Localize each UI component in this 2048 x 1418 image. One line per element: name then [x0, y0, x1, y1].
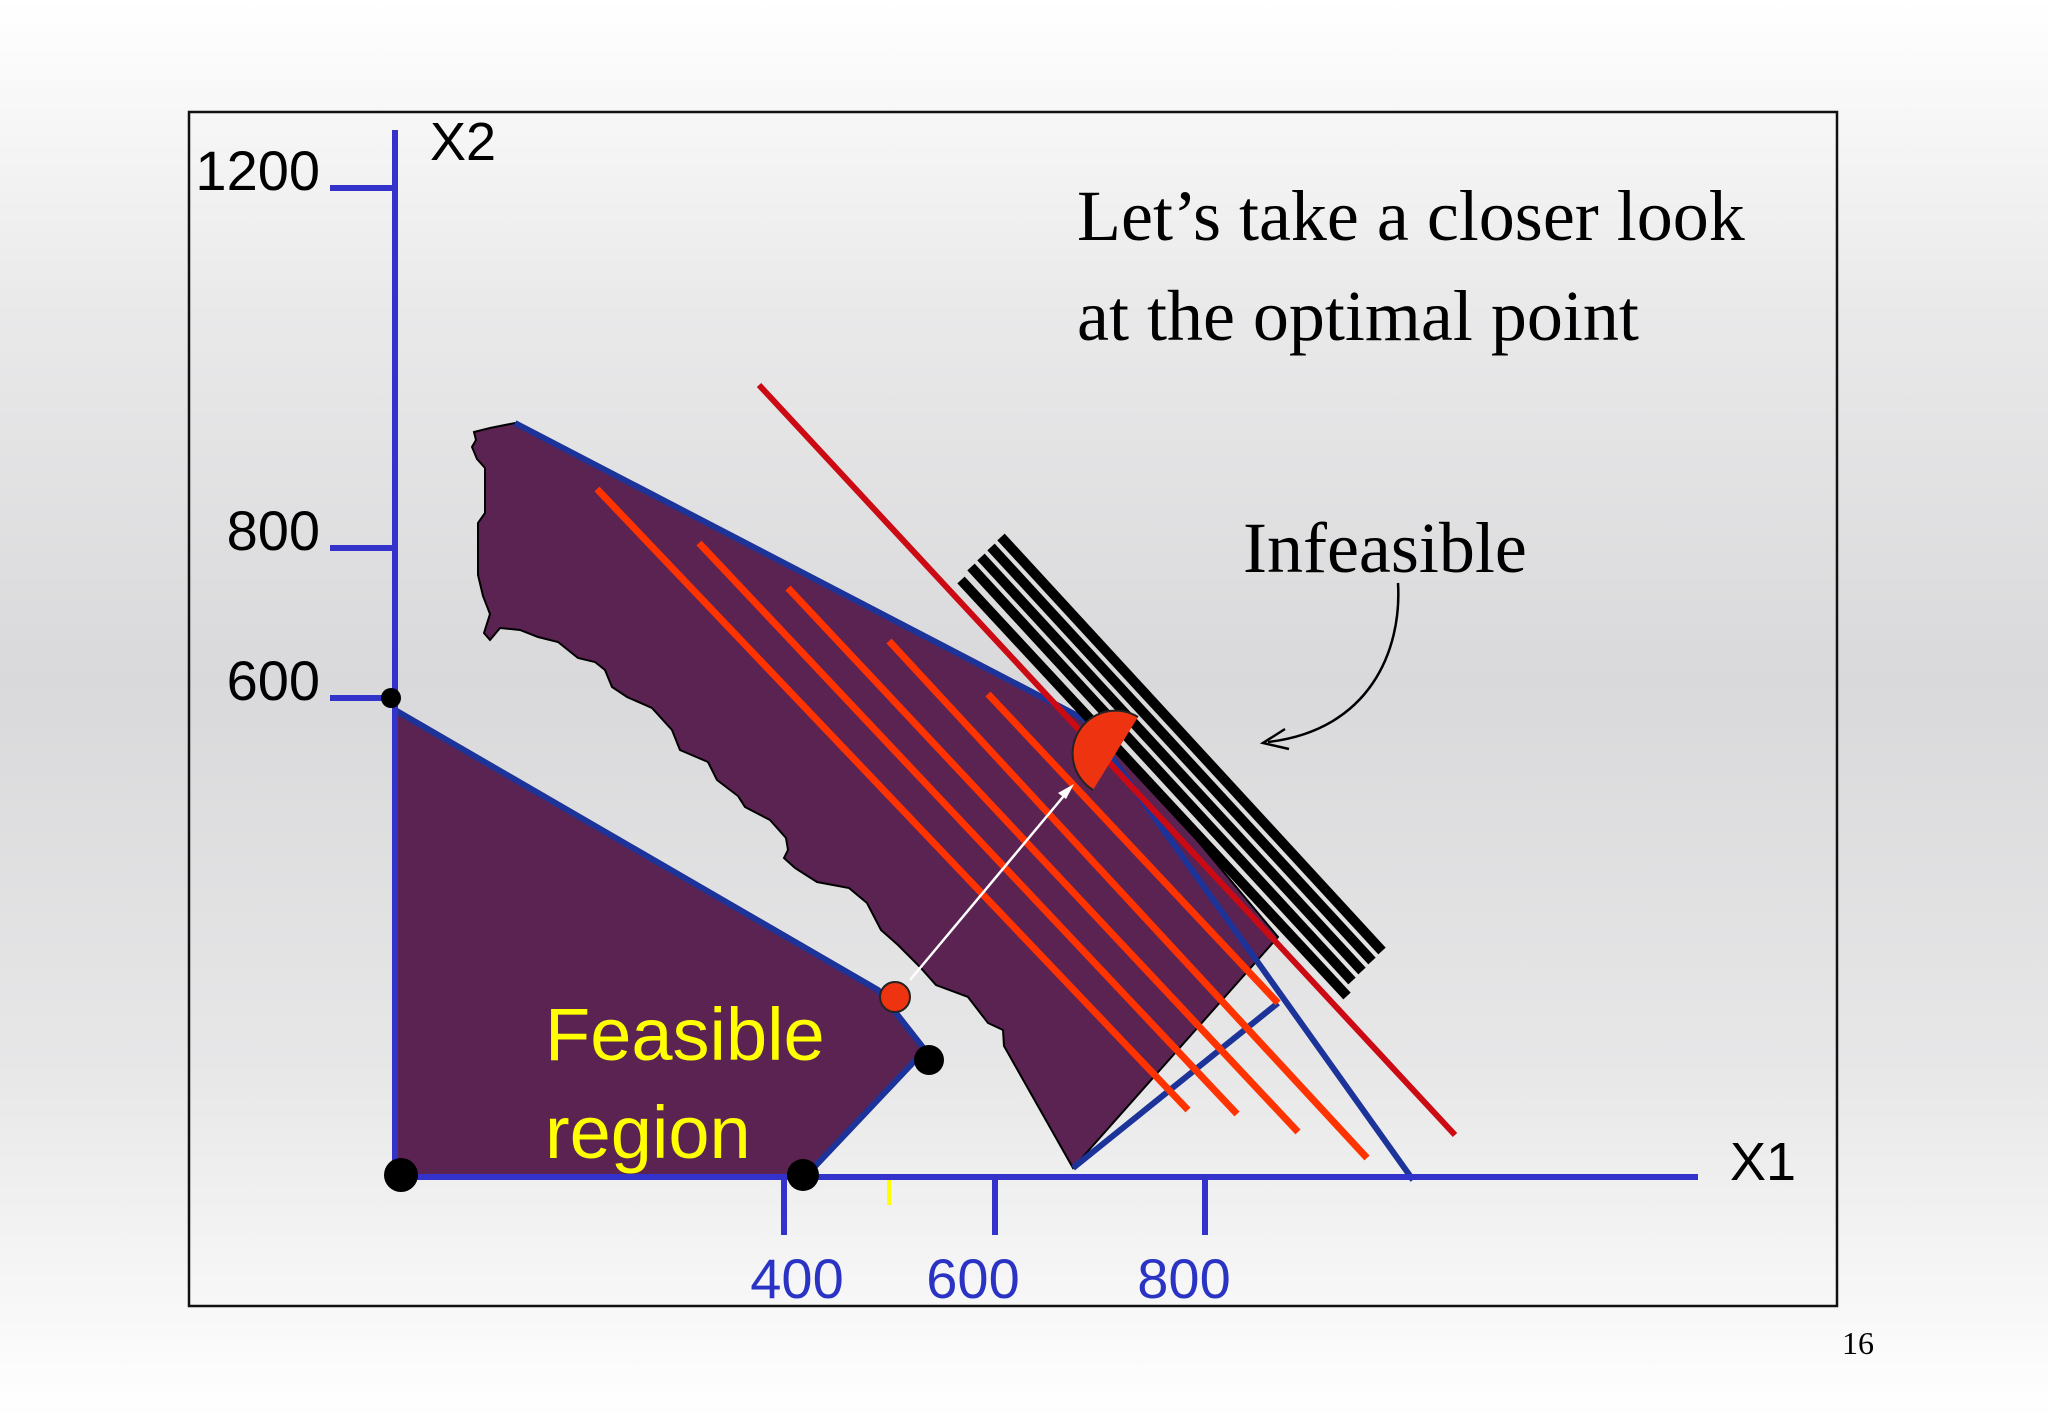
corner-point — [384, 1158, 418, 1192]
objective-line — [785, 585, 1301, 1135]
binding-constraint-line — [1102, 746, 1416, 1182]
infeasible-hatch-line — [977, 553, 1366, 975]
zoomed-region-fragment — [470, 421, 1280, 1170]
callout-line-2: at the optimal point — [1077, 276, 1639, 356]
feasible-label-line-1: Feasible — [545, 993, 825, 1076]
infeasible-label: Infeasible — [1243, 508, 1527, 588]
objective-line — [594, 486, 1191, 1113]
infeasible-hatch — [957, 533, 1386, 1000]
infeasible-callout-arrow — [1267, 582, 1400, 744]
corner-point — [381, 688, 401, 708]
y-axis-label: X2 — [430, 112, 496, 172]
y-tick-label-1200: 1200 — [195, 139, 320, 202]
zoom-arrow — [909, 790, 1069, 981]
page-number: 16 — [1842, 1325, 1874, 1361]
objective-line — [696, 540, 1240, 1117]
zoom-arrow-head — [1058, 784, 1074, 799]
feasible-label-line-2: region — [545, 1091, 751, 1174]
optimal-point-marker — [879, 981, 911, 1013]
optimal-point-zoomed — [1071, 709, 1139, 791]
objective-line — [985, 691, 1281, 1006]
figure-frame — [187, 110, 1839, 1308]
x-tick-label-600: 600 — [926, 1247, 1019, 1310]
callout-line-1: Let’s take a closer look — [1077, 176, 1745, 256]
corner-points — [381, 688, 944, 1192]
x-tick-label-400: 400 — [750, 1247, 843, 1310]
x-tick-label-800: 800 — [1137, 1247, 1230, 1310]
infeasible-hatch-line — [997, 533, 1386, 955]
y-tick-label-600: 600 — [227, 649, 320, 712]
objective-line — [886, 638, 1370, 1161]
infeasible-hatch-line — [957, 576, 1351, 1000]
infeasible-callout-arrowhead — [1259, 727, 1290, 751]
infeasible-hatch-line — [967, 563, 1356, 985]
zoomed-region-edge — [513, 420, 1107, 733]
corner-point — [914, 1045, 944, 1075]
infeasible-hatch-line — [987, 543, 1376, 965]
objective-lines — [594, 486, 1370, 1161]
corner-point — [787, 1159, 819, 1191]
x-axis-label: X1 — [1730, 1132, 1796, 1192]
y-tick-label-800: 800 — [227, 499, 320, 562]
zoomed-region-edge-lower — [1071, 1000, 1280, 1171]
